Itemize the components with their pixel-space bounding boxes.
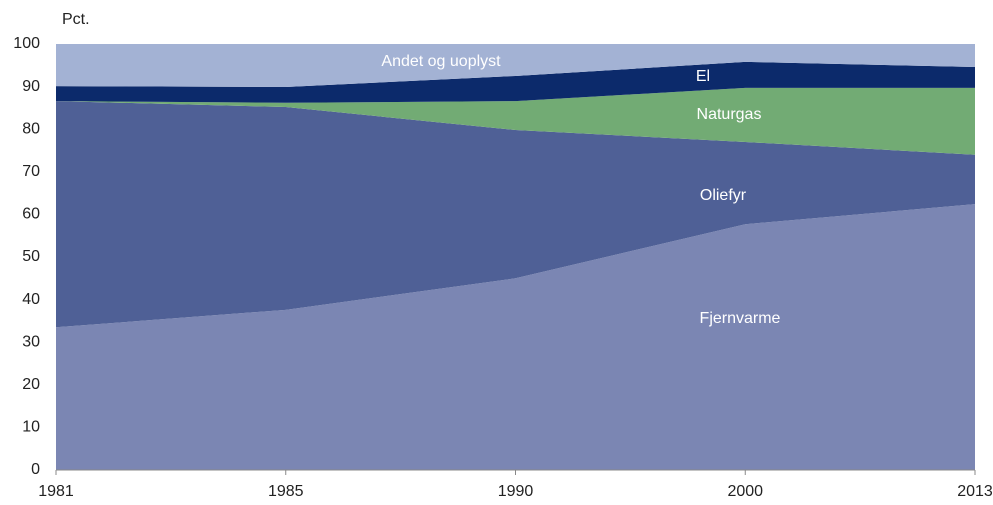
area	[56, 87, 975, 155]
x-tick-label: 1985	[268, 483, 304, 500]
y-tick-label: 50	[22, 248, 40, 265]
x-tick-label: 2013	[957, 483, 993, 500]
x-tick-label: 2000	[727, 483, 763, 500]
area	[56, 44, 975, 88]
y-axis-label: Pct.	[62, 11, 90, 28]
area	[56, 204, 975, 470]
series-label: Andet og uoplyst	[381, 53, 501, 70]
series-label: El	[696, 68, 710, 85]
area	[56, 101, 975, 328]
y-tick-label: 0	[31, 461, 40, 478]
y-tick-label: 90	[22, 78, 40, 95]
y-tick-label: 10	[22, 419, 40, 436]
y-tick-label: 40	[22, 291, 40, 308]
x-tick-label: 1990	[498, 483, 534, 500]
area	[56, 61, 975, 103]
series-label: Fjernvarme	[700, 310, 781, 327]
y-tick-label: 60	[22, 206, 40, 223]
y-tick-label: 70	[22, 163, 40, 180]
y-tick-label: 30	[22, 333, 40, 350]
y-tick-label: 100	[13, 35, 40, 52]
y-tick-label: 20	[22, 376, 40, 393]
y-tick-label: 80	[22, 120, 40, 137]
series-label: Oliefyr	[700, 187, 747, 204]
x-tick-label: 1981	[38, 483, 74, 500]
series-label: Naturgas	[697, 106, 762, 123]
